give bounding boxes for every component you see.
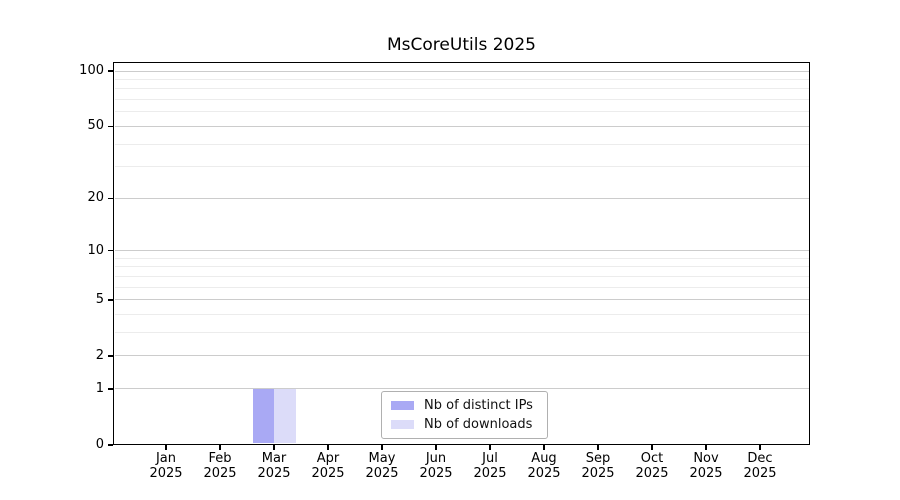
- y-tick-label-0: 0: [95, 437, 104, 452]
- y-minor-gridline-4: [114, 314, 809, 316]
- x-tick-apr-2025: [327, 445, 329, 450]
- x-tick-month: Aug: [531, 451, 557, 466]
- bar-nb-of-distinct-ips-mar-2025: [252, 388, 274, 444]
- x-tick-year: 2025: [365, 466, 399, 481]
- y-minor-gridline-30: [114, 166, 809, 168]
- x-tick-month: Apr: [316, 451, 340, 466]
- y-minor-gridline-80: [114, 88, 809, 90]
- x-tick-jun-2025: [435, 445, 437, 450]
- x-tick-label-mar-2025: Mar 2025: [244, 451, 304, 481]
- x-tick-mar-2025: [273, 445, 275, 450]
- x-tick-year: 2025: [743, 466, 777, 481]
- y-minor-gridline-90: [114, 79, 809, 81]
- y-tick-label-1: 1: [95, 380, 104, 396]
- x-tick-label-sep-2025: Sep 2025: [568, 451, 628, 481]
- x-tick-year: 2025: [311, 466, 345, 481]
- legend: Nb of distinct IPs Nb of downloads: [381, 391, 548, 439]
- x-tick-month: Jul: [482, 451, 498, 466]
- x-tick-aug-2025: [543, 445, 545, 450]
- x-tick-label-feb-2025: Feb 2025: [190, 451, 250, 481]
- x-tick-feb-2025: [219, 445, 221, 450]
- x-tick-jan-2025: [165, 445, 167, 450]
- legend-label-downloads: Nb of downloads: [424, 417, 533, 432]
- chart-title: MsCoreUtils 2025: [387, 35, 536, 55]
- x-tick-year: 2025: [149, 466, 183, 481]
- y-minor-gridline-70: [114, 99, 809, 101]
- y-tick-100: [108, 70, 113, 72]
- x-tick-sep-2025: [597, 445, 599, 450]
- x-tick-label-jul-2025: Jul 2025: [460, 451, 520, 481]
- y-tick-label-5: 5: [95, 291, 104, 307]
- y-tick-label-100: 100: [79, 63, 104, 79]
- x-tick-nov-2025: [705, 445, 707, 450]
- x-tick-month: Nov: [693, 451, 719, 466]
- legend-swatch-distinct-ips: [391, 401, 414, 410]
- x-tick-label-aug-2025: Aug 2025: [514, 451, 574, 481]
- x-tick-label-jun-2025: Jun 2025: [406, 451, 466, 481]
- legend-item-distinct-ips: Nb of distinct IPs: [391, 398, 538, 413]
- y-major-gridline-2: [114, 355, 809, 357]
- y-tick-0: [108, 444, 113, 446]
- legend-swatch-downloads: [391, 420, 414, 429]
- y-major-gridline-10: [114, 250, 809, 252]
- y-tick-5: [108, 299, 113, 301]
- x-tick-may-2025: [381, 445, 383, 450]
- y-tick-1: [108, 388, 113, 390]
- x-tick-label-apr-2025: Apr 2025: [298, 451, 358, 481]
- x-tick-label-nov-2025: Nov 2025: [676, 451, 736, 481]
- x-tick-label-oct-2025: Oct 2025: [622, 451, 682, 481]
- x-tick-dec-2025: [759, 445, 761, 450]
- y-tick-10: [108, 249, 113, 252]
- x-tick-year: 2025: [257, 466, 291, 481]
- y-major-gridline-100: [114, 70, 809, 72]
- legend-item-downloads: Nb of downloads: [391, 417, 538, 432]
- y-tick-50: [108, 125, 113, 128]
- y-minor-gridline-3: [114, 332, 809, 334]
- y-tick-label-10: 10: [87, 242, 104, 258]
- y-minor-gridline-9: [114, 257, 809, 259]
- x-tick-month: Jun: [425, 451, 447, 466]
- y-major-gridline-1: [114, 388, 809, 390]
- x-tick-month: Dec: [747, 451, 773, 466]
- x-tick-month: Sep: [585, 451, 611, 466]
- y-tick-2: [108, 355, 113, 357]
- y-tick-label-2: 2: [95, 347, 104, 363]
- x-tick-label-jan-2025: Jan 2025: [136, 451, 196, 481]
- y-major-gridline-50: [114, 125, 809, 127]
- y-tick-label-20: 20: [87, 190, 104, 206]
- x-tick-jul-2025: [489, 445, 491, 450]
- legend-label-distinct-ips: Nb of distinct IPs: [424, 398, 533, 413]
- x-tick-oct-2025: [651, 445, 653, 450]
- x-tick-year: 2025: [203, 466, 237, 481]
- x-tick-year: 2025: [689, 466, 723, 481]
- x-tick-year: 2025: [473, 466, 507, 481]
- x-tick-year: 2025: [635, 466, 669, 481]
- y-major-gridline-20: [114, 197, 809, 199]
- x-tick-month: May: [368, 451, 396, 466]
- x-tick-month: Jan: [155, 451, 177, 466]
- x-tick-label-dec-2025: Dec 2025: [730, 451, 790, 481]
- y-minor-gridline-6: [114, 286, 809, 288]
- y-tick-20: [108, 197, 113, 200]
- y-tick-label-50: 50: [87, 118, 104, 134]
- x-tick-year: 2025: [581, 466, 615, 481]
- y-minor-gridline-7: [114, 276, 809, 278]
- y-minor-gridline-60: [114, 111, 809, 113]
- x-tick-month: Mar: [261, 451, 287, 466]
- y-major-gridline-5: [114, 299, 809, 301]
- x-tick-month: Feb: [208, 451, 232, 466]
- x-tick-label-may-2025: May 2025: [352, 451, 412, 481]
- x-tick-month: Oct: [640, 451, 664, 466]
- x-tick-year: 2025: [527, 466, 561, 481]
- x-tick-year: 2025: [419, 466, 453, 481]
- y-minor-gridline-40: [114, 143, 809, 145]
- bar-nb-of-downloads-mar-2025: [274, 388, 296, 444]
- y-minor-gridline-8: [114, 266, 809, 268]
